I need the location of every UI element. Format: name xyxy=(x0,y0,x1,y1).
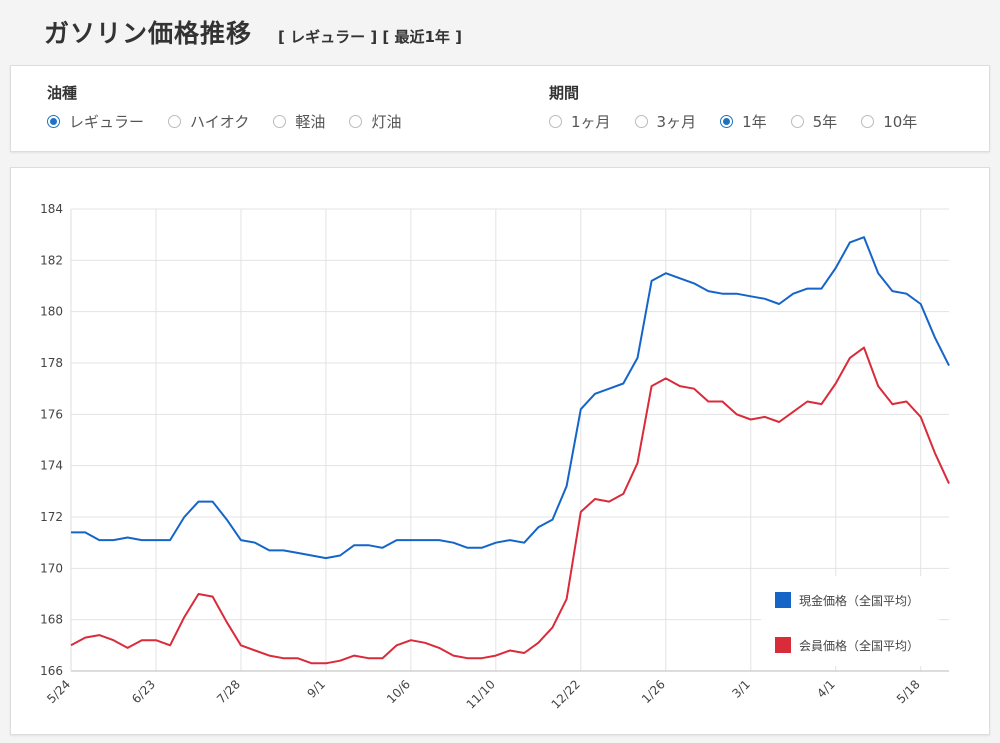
x-tick-label: 6/23 xyxy=(129,677,158,706)
period-option-label: 1ヶ月 xyxy=(571,113,611,131)
y-tick-label: 174 xyxy=(40,459,63,473)
member-price-line xyxy=(70,346,950,665)
page-subtitle: [ レギュラー ] [ 最近1年 ] xyxy=(278,28,462,46)
y-tick-label: 170 xyxy=(40,561,63,575)
period-option-0[interactable]: 1ヶ月 xyxy=(549,111,611,132)
fuel-type-group: 油種 レギュラー ハイオク 軽油 灯油 xyxy=(47,82,425,132)
fuel-type-option-0[interactable]: レギュラー xyxy=(47,111,144,132)
period-options: 1ヶ月 3ヶ月 1年 5年 10年 xyxy=(549,111,941,132)
y-tick-label: 168 xyxy=(40,613,63,627)
fuel-type-option-label: 灯油 xyxy=(371,113,402,131)
filter-panel: 油種 レギュラー ハイオク 軽油 灯油 期間 1ヶ月 3ヶ月 1年 5年 10年 xyxy=(10,65,990,152)
fuel-type-option-label: レギュラー xyxy=(69,113,145,131)
radio-unchecked-icon[interactable] xyxy=(168,115,182,128)
fuel-type-option-label: ハイオク xyxy=(190,113,250,131)
y-tick-label: 176 xyxy=(40,407,63,421)
period-group: 期間 1ヶ月 3ヶ月 1年 5年 10年 xyxy=(549,82,941,132)
legend-swatch xyxy=(775,592,791,608)
y-tick-label: 178 xyxy=(40,356,63,370)
radio-unchecked-icon[interactable] xyxy=(349,115,363,128)
chart-card: 166 168 170 172 174 176 178 180 182 184 5/24 6/23 7/… xyxy=(10,167,990,735)
fuel-type-options: レギュラー ハイオク 軽油 灯油 xyxy=(47,111,425,132)
y-tick-label: 182 xyxy=(40,253,63,267)
period-option-label: 5年 xyxy=(812,113,838,131)
page-header: ガソリン価格推移 [ レギュラー ] [ 最近1年 ] xyxy=(44,14,462,48)
x-tick-label: 12/22 xyxy=(549,677,583,711)
radio-unchecked-icon[interactable] xyxy=(861,115,875,128)
cash-price-line xyxy=(71,236,950,560)
period-option-label: 3ヶ月 xyxy=(656,113,697,131)
y-tick-label: 184 xyxy=(40,202,63,216)
price-line-chart: 166 168 170 172 174 176 178 180 182 184 5/24 6/23 7/… xyxy=(40,202,950,712)
period-option-label: 1年 xyxy=(742,113,767,131)
period-option-1[interactable]: 3ヶ月 xyxy=(634,111,697,132)
x-tick-label: 5/24 xyxy=(44,677,73,706)
legend-label: 会員価格（全国平均） xyxy=(799,638,919,653)
fuel-type-option-2[interactable]: 軽油 xyxy=(273,111,325,132)
fuel-type-option-3[interactable]: 灯油 xyxy=(349,111,401,132)
y-tick-label: 172 xyxy=(40,510,63,524)
fuel-type-option-label: 軽油 xyxy=(295,113,326,131)
x-tick-label: 5/18 xyxy=(894,677,923,706)
x-tick-label: 7/28 xyxy=(214,677,243,706)
radio-unchecked-icon[interactable] xyxy=(273,115,287,128)
page-title: ガソリン価格推移 xyxy=(44,19,253,48)
radio-checked-icon[interactable] xyxy=(720,115,734,128)
legend-label: 現金価格（全国平均） xyxy=(799,593,919,608)
period-option-label: 10年 xyxy=(883,113,918,131)
period-label: 期間 xyxy=(549,84,580,102)
x-tick-label: 4/1 xyxy=(814,677,838,701)
legend-swatch xyxy=(775,637,791,653)
fuel-type-option-1[interactable]: ハイオク xyxy=(168,111,249,132)
radio-checked-icon[interactable] xyxy=(47,115,60,128)
period-option-3[interactable]: 5年 xyxy=(790,111,838,132)
period-option-2[interactable]: 1年 xyxy=(720,111,767,132)
x-tick-label: 1/26 xyxy=(639,677,668,706)
x-tick-label: 9/1 xyxy=(304,677,328,701)
x-tick-label: 10/6 xyxy=(384,677,413,706)
fuel-type-label: 油種 xyxy=(47,84,78,102)
radio-unchecked-icon[interactable] xyxy=(549,115,562,128)
x-tick-label: 3/1 xyxy=(729,677,753,701)
x-tick-label: 11/10 xyxy=(464,677,498,711)
y-tick-label: 166 xyxy=(40,664,63,678)
radio-unchecked-icon[interactable] xyxy=(634,115,648,128)
y-tick-label: 180 xyxy=(40,305,63,319)
radio-unchecked-icon[interactable] xyxy=(790,115,804,128)
period-option-4[interactable]: 10年 xyxy=(861,111,917,132)
